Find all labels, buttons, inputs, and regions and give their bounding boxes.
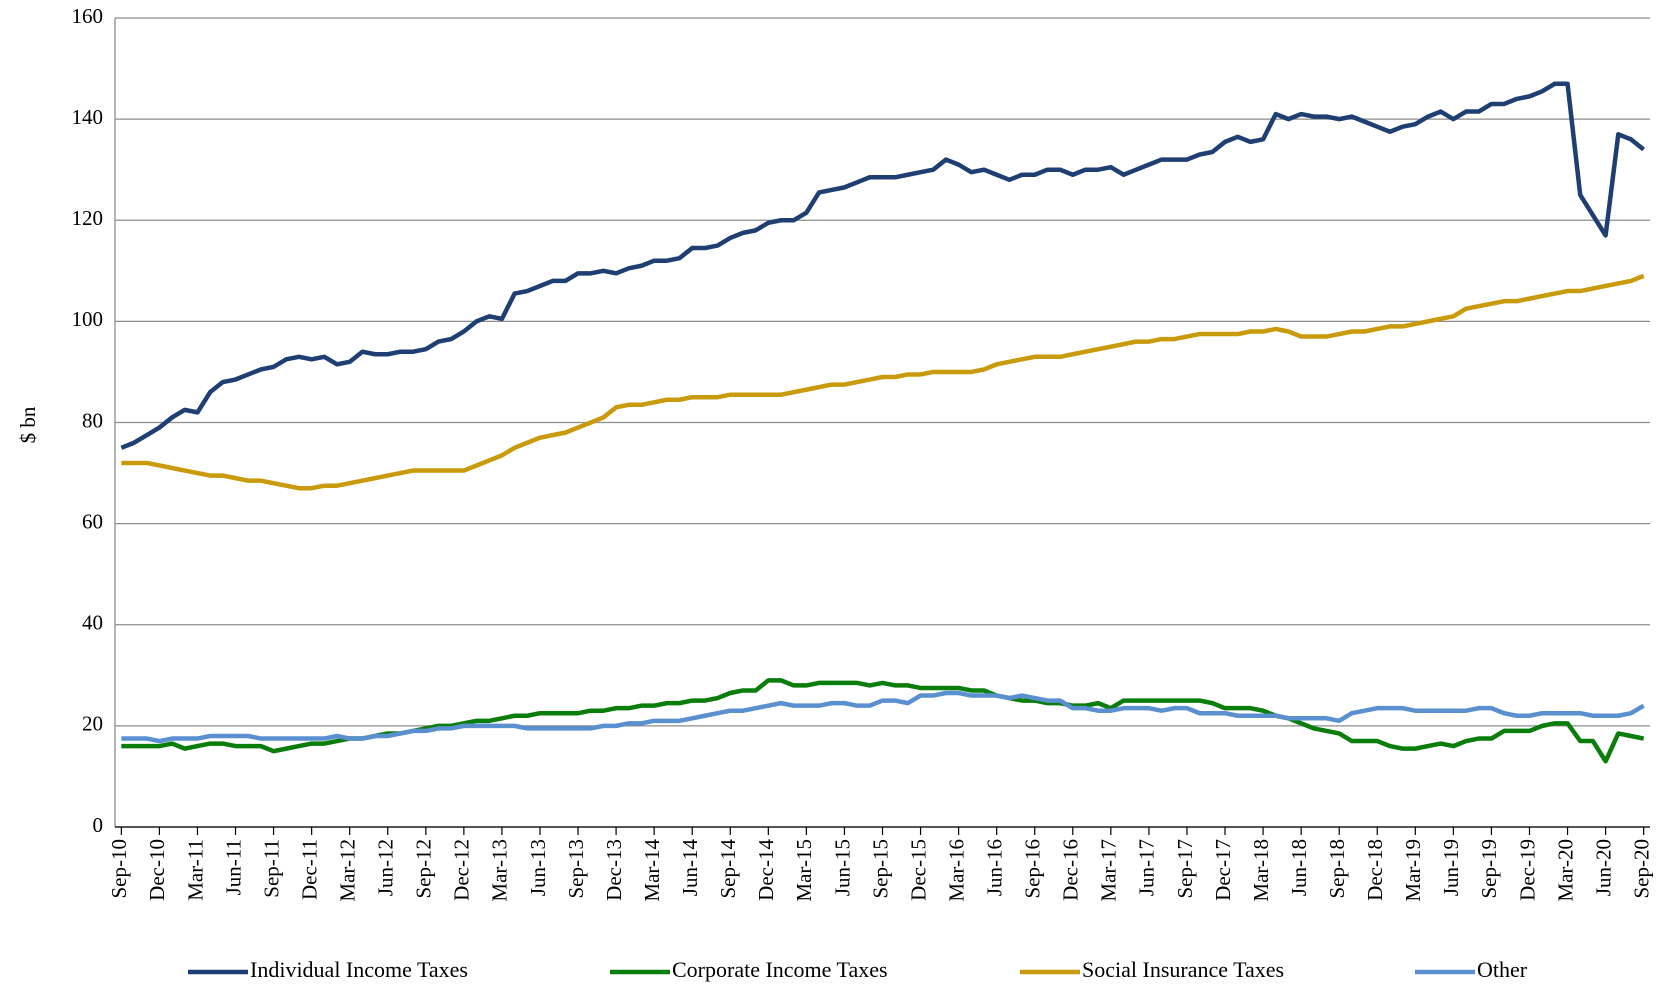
x-tick-label: Dec-14 [754,839,778,901]
y-tick-label: 140 [72,105,104,129]
x-tick-label: Sep-12 [412,839,436,899]
y-tick-label: 40 [82,611,103,635]
x-tick-label: Dec-16 [1059,839,1083,901]
series-line [120,81,1646,450]
x-tick-label: Sep-13 [564,839,588,899]
x-tick-label: Mar-13 [488,839,512,902]
y-axis-label: $ bn [16,406,40,443]
x-tick-label: Mar-14 [640,839,664,902]
x-tick-label: Dec-13 [602,839,626,901]
y-tick-label: 60 [82,509,103,533]
x-tick-label: Sep-14 [716,839,740,899]
x-tick-label: Jun-19 [1439,839,1463,896]
x-tick-label: Mar-11 [183,839,207,901]
x-tick-label: Dec-19 [1515,839,1539,901]
series-line [121,273,1645,491]
x-tick-label: Jun-13 [526,839,550,896]
x-tick-label: Dec-17 [1211,839,1235,901]
x-tick-label: Dec-10 [145,839,169,901]
legend-label: Individual Income Taxes [250,957,468,982]
series-line [121,690,1645,744]
x-tick-label: Mar-20 [1553,839,1577,902]
x-tick-label: Dec-15 [906,839,930,901]
x-tick-label: Sep-16 [1021,839,1045,899]
legend-label: Social Insurance Taxes [1082,957,1284,982]
x-tick-label: Jun-20 [1591,839,1615,896]
x-tick-label: Mar-12 [336,839,360,902]
x-tick-label: Mar-16 [944,839,968,902]
x-tick-label: Jun-17 [1135,839,1159,896]
x-tick-label: Mar-15 [792,839,816,902]
x-tick-label: Mar-17 [1097,839,1121,902]
x-tick-label: Jun-15 [830,839,854,896]
legend-label: Corporate Income Taxes [672,957,888,982]
legend-label: Other [1477,957,1528,982]
y-tick-label: 100 [72,307,104,331]
x-tick-label: Dec-11 [297,839,321,900]
series-line [121,678,1645,764]
x-tick-label: Mar-18 [1249,839,1273,902]
x-tick-label: Sep-18 [1325,839,1349,899]
x-tick-label: Sep-10 [107,839,131,899]
y-tick-label: 20 [82,712,103,736]
x-tick-label: Jun-16 [982,839,1006,896]
x-tick-label: Sep-15 [868,839,892,899]
x-tick-label: Jun-14 [678,839,702,897]
x-tick-label: Dec-12 [450,839,474,901]
x-tick-label: Jun-18 [1287,839,1311,896]
x-tick-label: Jun-11 [221,839,245,895]
y-tick-label: 80 [82,408,103,432]
y-tick-label: 160 [72,4,104,28]
x-tick-label: Sep-20 [1629,839,1653,899]
x-tick-label: Mar-19 [1401,839,1425,902]
x-tick-label: Sep-17 [1173,839,1197,899]
x-tick-label: Jun-12 [374,839,398,896]
y-tick-label: 120 [72,206,104,230]
x-tick-label: Dec-18 [1363,839,1387,901]
y-tick-label: 0 [93,813,104,837]
x-tick-label: Sep-11 [259,839,283,898]
x-tick-label: Sep-19 [1477,839,1501,899]
